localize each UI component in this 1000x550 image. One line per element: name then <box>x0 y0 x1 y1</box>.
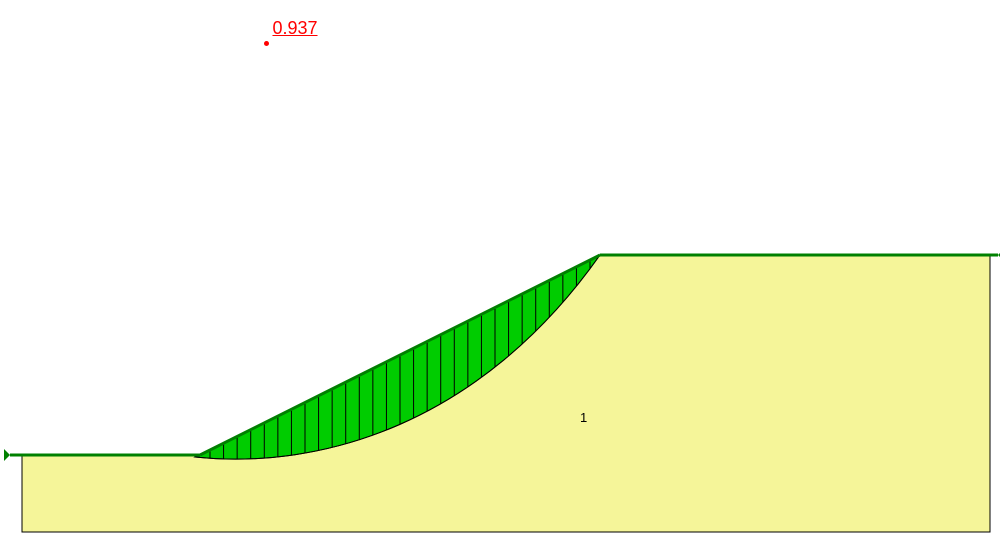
fos-center-dot <box>264 41 269 46</box>
factor-of-safety-label: 0.937 <box>272 18 317 39</box>
slope-diagram <box>0 0 1000 550</box>
material-id-label: 1 <box>580 410 587 425</box>
soil-region <box>22 255 990 532</box>
